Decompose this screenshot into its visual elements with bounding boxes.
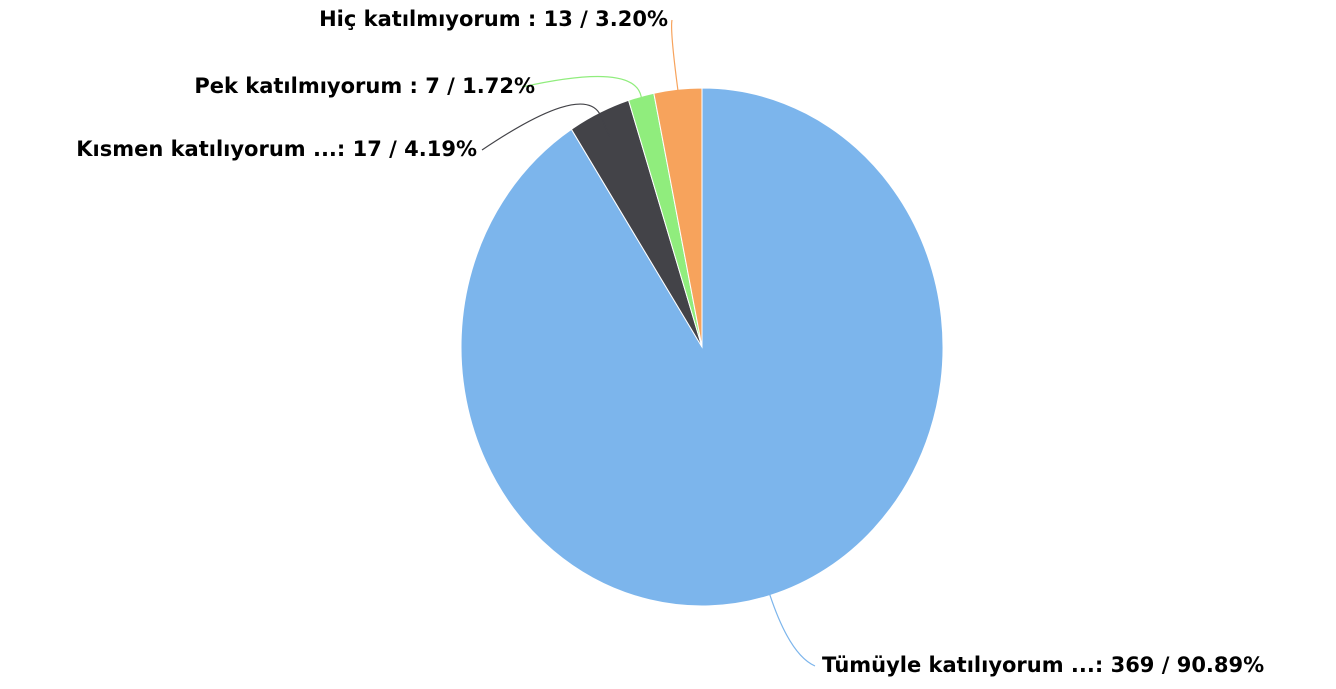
data-label: Kısmen katılıyorum ...: 17 / 4.19% xyxy=(76,137,477,161)
data-label: Tümüyle katılıyorum ...: 369 / 90.89% xyxy=(822,653,1264,677)
connector xyxy=(521,75,648,122)
data-label: Pek katılmıyorum : 7 / 1.72% xyxy=(194,74,535,98)
connector xyxy=(762,570,816,667)
connector xyxy=(481,103,610,151)
data-label: Hiç katılmıyorum : 13 / 3.20% xyxy=(319,7,668,31)
connector xyxy=(670,19,681,116)
